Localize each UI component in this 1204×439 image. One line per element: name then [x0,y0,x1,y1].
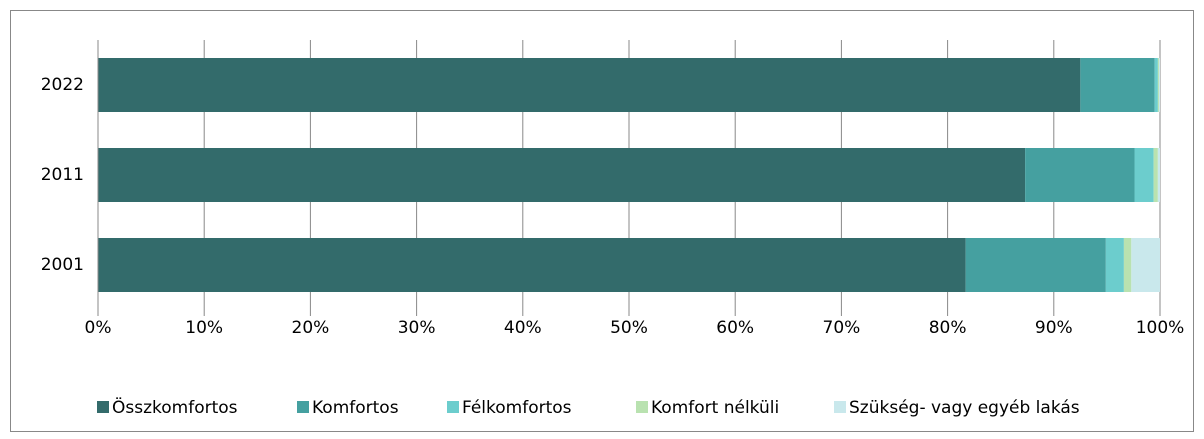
bar-segment [98,58,1081,112]
bar-segment [1080,58,1155,112]
x-tick-label: 20% [292,318,330,338]
bar-segment [1105,238,1124,292]
x-tick-label: 40% [504,318,542,338]
bar-segment [1123,238,1132,292]
legend-label: Félkomfortos [462,398,572,418]
legend-label: Szükség- vagy egyéb lakás [849,398,1080,418]
bar-segment [98,148,1026,202]
x-tick-label: 10% [185,318,223,338]
legend-swatch [97,401,109,413]
x-tick-label: 60% [716,318,754,338]
legend-label: Összkomfortos [112,396,238,418]
legend-swatch [834,401,846,413]
x-tick-label: 100% [1136,318,1185,338]
bar-segment [1154,58,1158,112]
bar-segment [1153,148,1158,202]
x-tick-label: 90% [1035,318,1073,338]
bar-segment [1134,148,1154,202]
bar-segment [1025,148,1135,202]
y-tick-label: 2022 [41,75,84,95]
bar-segment [1157,148,1160,202]
x-tick-label: 30% [398,318,436,338]
x-tick-label: 80% [929,318,967,338]
x-tick-label: 50% [610,318,648,338]
legend-swatch [297,401,309,413]
legend-swatch [447,401,459,413]
bar-segment [965,238,1106,292]
legend-label: Komfortos [312,398,399,418]
legend-swatch [636,401,648,413]
x-tick-label: 70% [823,318,861,338]
y-tick-label: 2001 [41,255,84,275]
y-tick-label: 2011 [41,165,84,185]
bar-segment [1131,238,1160,292]
bar-segment [98,238,966,292]
bar-segment [1158,58,1160,112]
x-tick-label: 0% [85,318,112,338]
bar-segment [1157,58,1159,112]
legend-label: Komfort nélküli [651,398,779,418]
